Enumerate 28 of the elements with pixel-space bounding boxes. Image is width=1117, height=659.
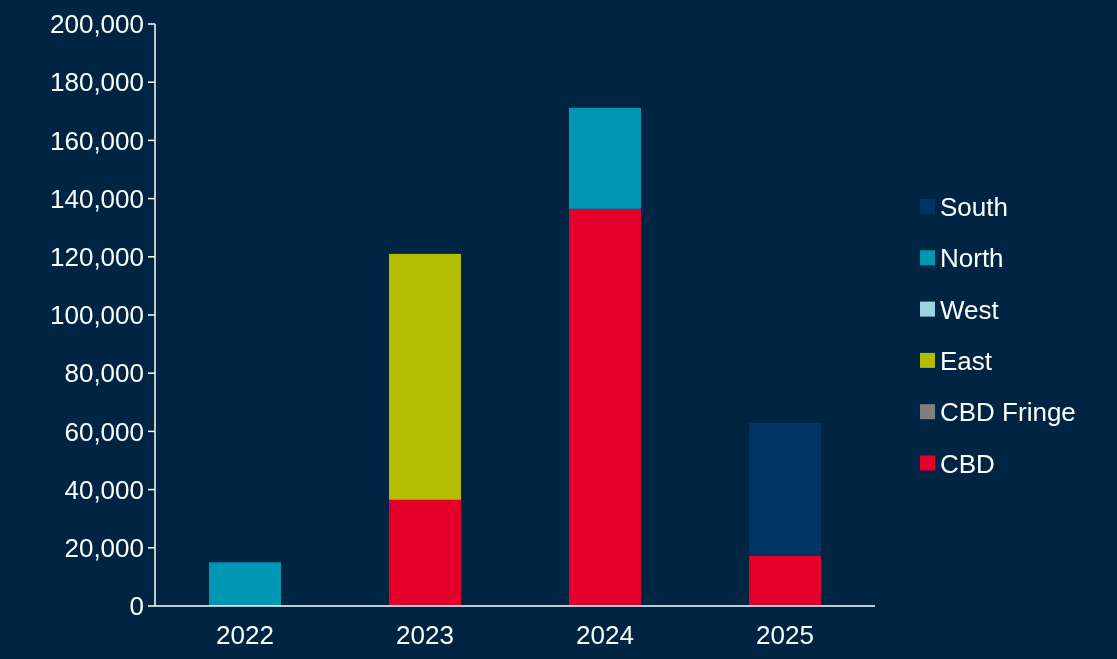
legend-label: North	[940, 243, 1004, 274]
legend-label: CBD	[940, 448, 995, 479]
bar	[389, 499, 461, 606]
y-tick-label: 180,000	[50, 67, 144, 98]
x-tick-label: 2024	[576, 620, 634, 650]
bar	[749, 555, 821, 606]
bar	[749, 422, 821, 556]
legend-label: South	[940, 192, 1008, 223]
y-tick-label: 100,000	[50, 300, 144, 331]
y-tick-label: 60,000	[64, 416, 144, 447]
y-tick-label: 20,000	[64, 532, 144, 563]
bar	[569, 208, 641, 606]
legend-label: CBD Fringe	[940, 397, 1076, 428]
y-tick-label: 200,000	[50, 9, 144, 40]
bar	[209, 562, 281, 606]
legend-label: East	[940, 346, 993, 376]
y-tick-label: 0	[129, 591, 144, 622]
y-tick-label: 140,000	[50, 183, 144, 214]
bar	[569, 107, 641, 209]
y-tick-label: 120,000	[50, 241, 144, 272]
legend-label: West	[940, 294, 1000, 325]
y-tick-label: 80,000	[64, 358, 144, 389]
x-tick-label: 2023	[396, 620, 454, 650]
x-tick-label: 2025	[756, 620, 814, 650]
bar	[389, 253, 461, 500]
y-tick-label: 40,000	[64, 474, 144, 505]
y-tick-label: 160,000	[50, 125, 144, 156]
x-tick-label: 2022	[216, 620, 274, 650]
